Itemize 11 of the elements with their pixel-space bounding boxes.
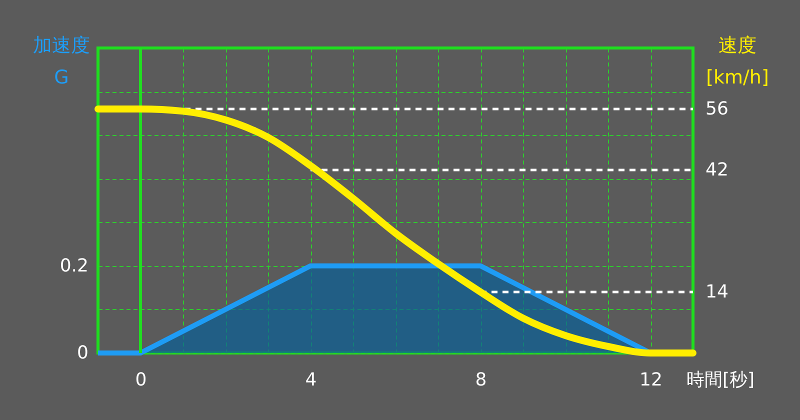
y2-axis-title: 速度 [km/h] — [706, 34, 769, 88]
y2-tick-label: 42 — [706, 160, 728, 180]
y2-tick-label: 56 — [706, 98, 728, 120]
x-tick-label: 8 — [475, 370, 487, 390]
y-axis-title: 加速度 G — [33, 34, 90, 88]
x-tick-label: 4 — [305, 370, 317, 390]
x-tick-label: 0 — [135, 370, 147, 390]
x-axis-title: 時間[秒] — [686, 370, 755, 390]
x-tick-label: 12 — [640, 370, 662, 390]
y2-tick-label: 14 — [706, 282, 728, 302]
y-tick-label: 0.2 — [60, 255, 88, 276]
